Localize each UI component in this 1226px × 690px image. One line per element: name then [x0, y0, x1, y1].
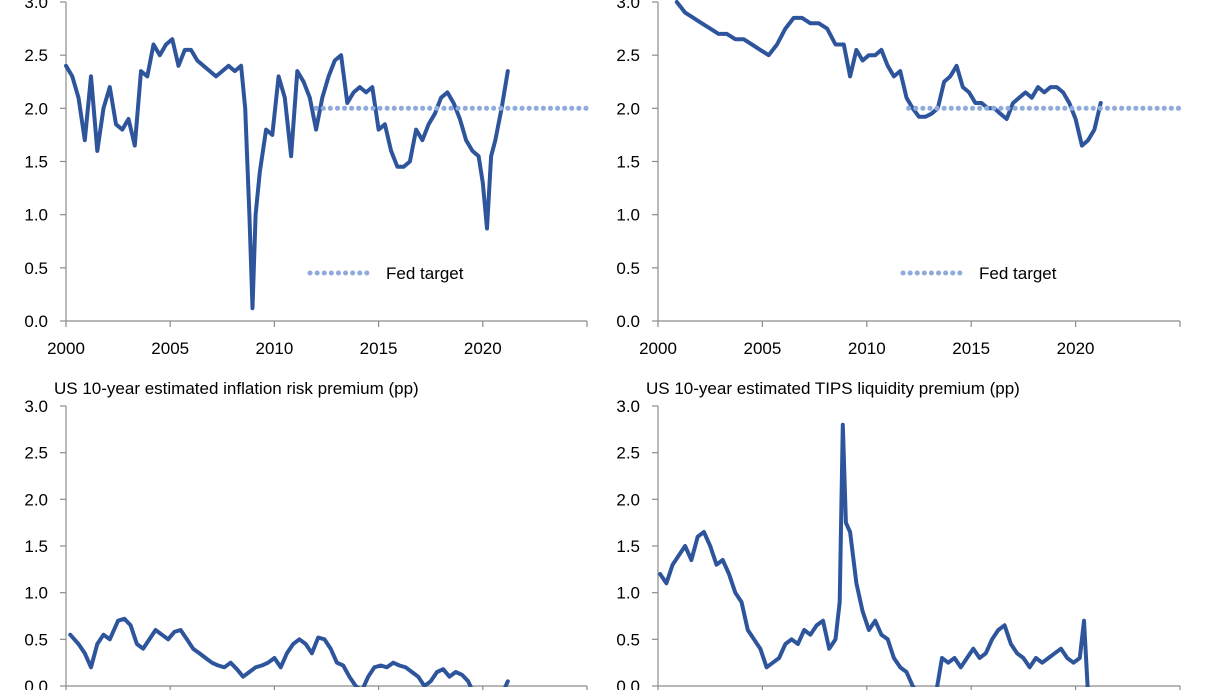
x-tick-label: 2020	[464, 339, 502, 358]
legend-label: Fed target	[386, 264, 464, 283]
x-tick-label: 2015	[952, 339, 990, 358]
y-tick-label: 2.0	[24, 99, 48, 118]
series-line-tail	[503, 679, 510, 687]
series-line-main2	[935, 618, 1090, 687]
chart-panel-br: US 10-year estimated TIPS liquidity prem…	[616, 379, 1181, 690]
x-tick-label: 2005	[743, 339, 781, 358]
x-tick-label: 2005	[151, 339, 189, 358]
y-tick-label: 0.5	[616, 259, 640, 278]
x-tick-label: 2010	[848, 339, 886, 358]
chart-panel-bl: US 10-year estimated inflation risk prem…	[24, 379, 588, 690]
y-tick-label: 0.5	[616, 630, 640, 649]
y-tick-label: 2.5	[24, 46, 48, 65]
y-tick-label: 1.0	[24, 584, 48, 603]
y-tick-label: 1.0	[24, 206, 48, 225]
y-tick-label: 1.5	[616, 537, 640, 556]
y-tick-label: 1.0	[616, 584, 640, 603]
chart-panel-tl: 0.0 0.5 1.0 1.5 2.0 2.5 3.0 2000 2005 2010 2015 202…	[24, 0, 589, 358]
chart-title: US 10-year estimated inflation risk prem…	[54, 379, 419, 398]
y-tick-label: 1.5	[24, 153, 48, 172]
y-tick-label: 0.0	[24, 677, 48, 690]
x-tick-label: 2000	[47, 339, 85, 358]
y-tick-label: 2.0	[24, 490, 48, 509]
y-tick-label: 2.5	[24, 444, 48, 463]
y-tick-label: 3.0	[616, 397, 640, 416]
y-tick-label: 2.0	[616, 490, 640, 509]
x-tick-label: 2015	[360, 339, 398, 358]
series-line-main	[64, 37, 510, 311]
y-tick-label: 2.5	[616, 46, 640, 65]
y-tick-label: 0.0	[616, 677, 640, 690]
y-tick-label: 2.5	[616, 444, 640, 463]
legend-label: Fed target	[979, 264, 1057, 283]
y-tick-label: 1.0	[616, 206, 640, 225]
x-tick-label: 2000	[639, 339, 677, 358]
y-tick-label: 1.5	[616, 153, 640, 172]
y-tick-label: 0.0	[616, 312, 640, 331]
x-tick-label: 2010	[255, 339, 293, 358]
y-tick-label: 3.0	[24, 0, 48, 12]
series-line-main	[68, 616, 473, 687]
y-tick-label: 3.0	[24, 397, 48, 416]
y-tick-label: 0.5	[24, 630, 48, 649]
series-line-main	[658, 422, 916, 687]
y-tick-label: 3.0	[616, 0, 640, 12]
y-tick-label: 2.0	[616, 99, 640, 118]
chart-panel-tr: 0.0 0.5 1.0 1.5 2.0 2.5 3.0 2000 2005 2010 2015 202…	[616, 0, 1182, 358]
chart-title: US 10-year estimated TIPS liquidity prem…	[646, 379, 1020, 398]
series-line-main	[674, 0, 1103, 148]
x-tick-label: 2020	[1057, 339, 1095, 358]
y-tick-label: 1.5	[24, 537, 48, 556]
y-tick-label: 0.5	[24, 259, 48, 278]
y-tick-label: 0.0	[24, 312, 48, 331]
